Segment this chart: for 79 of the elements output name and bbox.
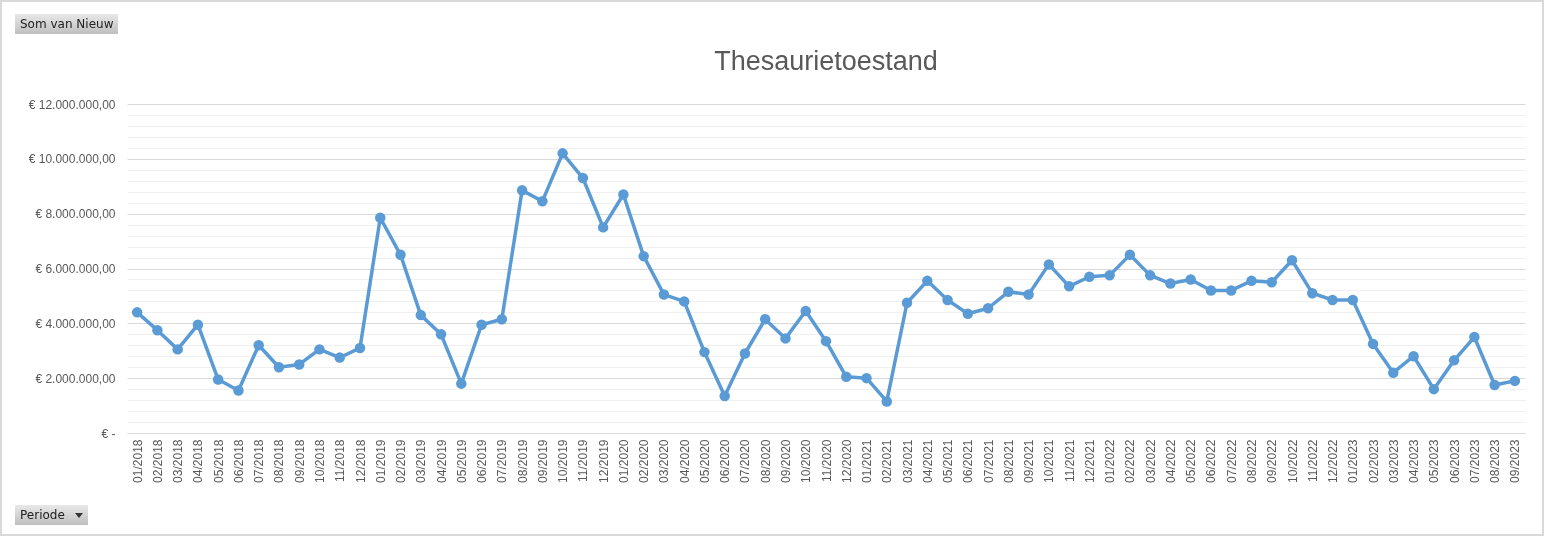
x-tick-label: 12/2021 bbox=[1082, 439, 1097, 483]
x-tick-label: 04/2022 bbox=[1163, 439, 1178, 483]
text: Periode bbox=[20, 508, 65, 522]
x-tick-label: 02/2019 bbox=[394, 439, 409, 483]
x-tick-label: 03/2022 bbox=[1143, 439, 1158, 483]
x-tick-label: 04/2021 bbox=[920, 439, 935, 483]
x-tick-label: 06/2022 bbox=[1204, 439, 1219, 483]
x-tick-label: 10/2020 bbox=[799, 439, 814, 483]
x-tick-label: 09/2018 bbox=[292, 439, 307, 483]
x-tick-label: 08/2020 bbox=[758, 439, 773, 483]
x-tick-label: 08/2018 bbox=[272, 439, 287, 483]
x-tick-label: 11/2020 bbox=[819, 439, 834, 482]
y-tick-label: € 8.000.000,00 bbox=[35, 207, 116, 222]
x-tick-label: 07/2018 bbox=[252, 439, 267, 483]
x-tick-label: 08/2023 bbox=[1488, 439, 1503, 483]
x-tick-label: 09/2021 bbox=[1022, 439, 1037, 483]
x-tick-label: 09/2019 bbox=[535, 439, 550, 483]
x-tick-label: 11/2021 bbox=[1062, 439, 1077, 482]
x-tick-label: 06/2018 bbox=[231, 439, 246, 483]
y-tick-label: € 10.000.000,00 bbox=[28, 152, 116, 167]
x-tick-label: 11/2022 bbox=[1305, 439, 1320, 482]
x-tick-label: 04/2018 bbox=[191, 439, 206, 483]
x-tick-label: 09/2023 bbox=[1508, 439, 1523, 483]
x-tick-label: 03/2020 bbox=[657, 439, 672, 483]
x-tick-label: 06/2019 bbox=[475, 439, 490, 483]
x-tick-label: 02/2021 bbox=[880, 439, 895, 483]
x-tick-label: 04/2023 bbox=[1407, 439, 1422, 483]
y-tick-label: € 4.000.000,00 bbox=[35, 316, 116, 331]
x-tick-label: 03/2019 bbox=[414, 439, 429, 483]
x-tick-label: 07/2020 bbox=[738, 439, 753, 483]
y-tick-label: € - bbox=[101, 426, 116, 441]
x-tick-label: 11/2018 bbox=[333, 439, 348, 482]
x-tick-label: 08/2021 bbox=[1001, 439, 1016, 483]
chart-title: Thesaurietoestand bbox=[714, 46, 938, 76]
x-tick-label: 04/2019 bbox=[434, 439, 449, 483]
x-tick-label: 03/2023 bbox=[1386, 439, 1401, 483]
x-tick-label: 07/2021 bbox=[981, 439, 996, 483]
x-tick-label: 01/2020 bbox=[616, 439, 631, 483]
y-tick-label: € 2.000.000,00 bbox=[35, 371, 116, 386]
x-tick-label: 05/2018 bbox=[211, 439, 226, 483]
x-tick-label: 08/2022 bbox=[1244, 439, 1259, 483]
x-tick-label: 04/2020 bbox=[677, 439, 692, 483]
y-tick-label: € 12.000.000,00 bbox=[28, 97, 116, 112]
x-tick-label: 09/2022 bbox=[1265, 439, 1280, 483]
x-tick-label: 06/2020 bbox=[718, 439, 733, 483]
x-tick-label: 01/2018 bbox=[130, 439, 145, 483]
x-tick-label: 02/2022 bbox=[1123, 439, 1138, 483]
x-tick-label: 10/2021 bbox=[1042, 439, 1057, 483]
x-tick-label: 02/2023 bbox=[1366, 439, 1381, 483]
x-tick-label: 05/2023 bbox=[1427, 439, 1442, 483]
x-tick-label: 01/2022 bbox=[1103, 439, 1118, 483]
x-tick-label: 07/2022 bbox=[1224, 439, 1239, 483]
x-tick-label: 06/2021 bbox=[961, 439, 976, 483]
text: Som van Nieuw bbox=[20, 17, 114, 31]
x-tick-label: 05/2019 bbox=[454, 439, 469, 483]
x-tick-label: 10/2018 bbox=[312, 439, 327, 483]
x-tick-label: 05/2020 bbox=[697, 439, 712, 483]
x-tick-label: 03/2021 bbox=[900, 439, 915, 483]
x-tick-label: 10/2019 bbox=[556, 439, 571, 483]
x-tick-label: 01/2019 bbox=[373, 439, 388, 483]
x-tick-label: 02/2018 bbox=[150, 439, 165, 483]
x-tick-label: 11/2019 bbox=[576, 439, 591, 482]
x-tick-label: 01/2021 bbox=[860, 439, 875, 483]
x-tick-label: 12/2019 bbox=[596, 439, 611, 483]
x-tick-label: 05/2021 bbox=[941, 439, 956, 483]
x-tick-label: 12/2020 bbox=[839, 439, 854, 483]
y-tick-label: € 6.000.000,00 bbox=[35, 262, 116, 276]
x-tick-label: 08/2019 bbox=[515, 439, 530, 483]
x-tick-label: 05/2022 bbox=[1184, 439, 1199, 483]
x-tick-label: 06/2023 bbox=[1447, 439, 1462, 483]
x-tick-label: 12/2018 bbox=[353, 439, 368, 483]
x-tick-label: 02/2020 bbox=[637, 439, 652, 483]
x-tick-label: 03/2018 bbox=[171, 439, 186, 483]
x-tick-label: 07/2023 bbox=[1467, 439, 1482, 483]
x-tick-label: 10/2022 bbox=[1285, 439, 1300, 483]
x-tick-label: 01/2023 bbox=[1346, 439, 1361, 483]
x-tick-label: 12/2022 bbox=[1326, 439, 1341, 483]
x-tick-label: 07/2019 bbox=[495, 439, 510, 483]
x-tick-label: 09/2020 bbox=[778, 439, 793, 483]
